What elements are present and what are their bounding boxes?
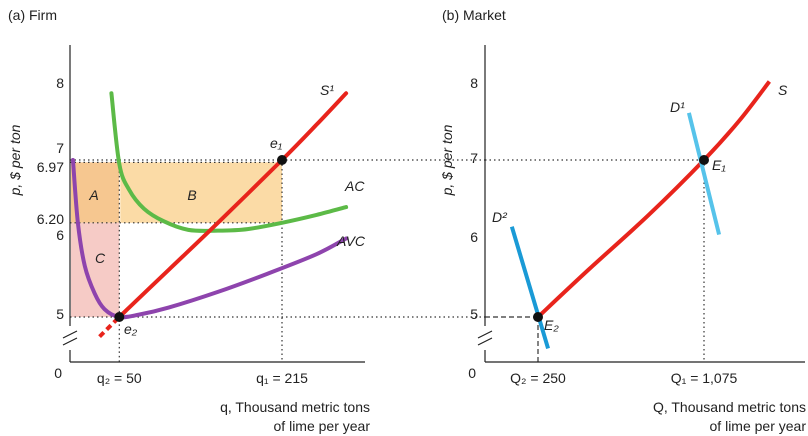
panel-b-ytick-label: 7 xyxy=(470,150,478,166)
panel-a-ytick-label: 8 xyxy=(56,75,64,91)
panel-b-title: (b) Market xyxy=(442,7,506,23)
supply-s1-curve xyxy=(117,91,349,319)
panel-b-origin: 0 xyxy=(468,365,476,381)
panel-b-xtick-label: Q₁ = 1,075 xyxy=(671,370,738,386)
avc-curve xyxy=(70,158,349,320)
panel-b-xlabel-line1: Q, Thousand metric tons xyxy=(653,399,806,415)
panel-a-xtick-label: q₁ = 215 xyxy=(256,370,308,386)
region-a-label: A xyxy=(88,187,98,203)
panel-a-title: (a) Firm xyxy=(8,7,57,23)
market-equilibrium-E1 xyxy=(699,155,709,165)
market-equilibrium-E2 xyxy=(533,312,543,322)
region-b-label: B xyxy=(187,187,196,203)
panel-a-regions xyxy=(71,162,282,317)
equilibrium-point-e1 xyxy=(277,155,287,165)
supply-s-curve xyxy=(536,80,771,319)
ac-curve xyxy=(109,91,349,233)
panel-a-origin: 0 xyxy=(54,365,62,381)
panel-b-guides xyxy=(485,159,705,362)
region-c-label: C xyxy=(95,250,106,266)
demand-d1-label: D¹ xyxy=(670,99,685,115)
panel-a-xtick-label: q₂ = 50 xyxy=(97,370,142,386)
panel-a-points xyxy=(114,155,287,322)
point-E2-label: E₂ xyxy=(544,317,559,333)
panel-a-ytick-label: 5 xyxy=(56,306,64,322)
demand-d2-label: D² xyxy=(492,209,508,225)
point-e2-label: e₂ xyxy=(124,321,138,337)
point-e1-label: e₁ xyxy=(270,135,283,151)
panel-b-xtick-label: Q₂ = 250 xyxy=(510,370,566,386)
supply-s-label: S xyxy=(778,82,788,98)
panel-a-xlabel-line1: q, Thousand metric tons xyxy=(220,399,370,415)
panel-a-xlabel-line2: of lime per year xyxy=(274,418,371,434)
panel-b-ytick-label: 6 xyxy=(470,229,478,245)
panel-b-points xyxy=(533,155,709,322)
panel-b-ylabel: p, $ per ton xyxy=(439,124,455,196)
panel-b-axis-break xyxy=(477,330,493,346)
panel-b-series xyxy=(509,80,771,349)
panel-b-ytick-label: 5 xyxy=(470,306,478,322)
supply-s1-label: S¹ xyxy=(320,82,334,98)
demand-d1-curve xyxy=(686,112,722,236)
region-b-area xyxy=(120,162,282,223)
panel-b-xlabel-line2: of lime per year xyxy=(710,418,807,434)
panel-a-axis-break xyxy=(62,330,78,346)
panel-a-y-ticks: 8 7 6.97 6.206 5 xyxy=(37,75,64,322)
avc-label: AVC xyxy=(336,233,366,249)
region-a-area xyxy=(71,162,120,223)
panel-b-ytick-label: 8 xyxy=(470,75,478,91)
ac-label: AC xyxy=(344,178,365,194)
panel-a-ylabel: p, $ per ton xyxy=(7,124,23,196)
point-E1-label: E₁ xyxy=(712,157,726,173)
panel-b-x-ticks: Q₂ = 250 Q₁ = 1,075 xyxy=(510,370,737,386)
panel-a-x-ticks: q₂ = 50 q₁ = 215 xyxy=(97,370,308,386)
panel-a-ytick-label: 6 xyxy=(56,227,64,243)
demand-d2-curve xyxy=(509,226,550,349)
panel-a-series xyxy=(70,91,349,339)
panel-b-y-ticks: 8 7 6 5 xyxy=(470,75,478,322)
panel-a-ytick-label: 7 xyxy=(56,140,64,156)
panel-a-ytick-label: 6.97 xyxy=(37,159,64,175)
equilibrium-point-e2 xyxy=(114,312,125,322)
panel-a-ytick-label: 6.20 xyxy=(37,211,64,227)
